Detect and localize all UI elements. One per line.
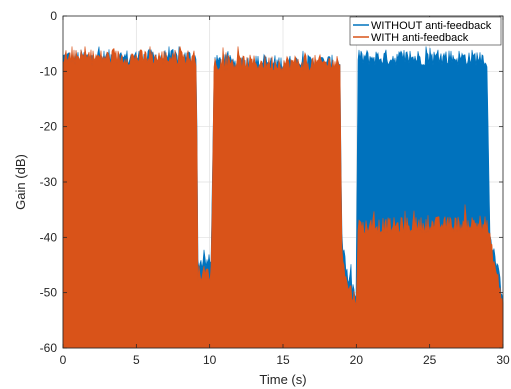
x-tick-label: 20 <box>350 353 364 367</box>
x-tick-label: 0 <box>60 353 67 367</box>
y-tick-label: -10 <box>40 64 58 78</box>
series-area-1 <box>62 46 504 349</box>
legend-box <box>349 16 502 46</box>
y-tick-label: -30 <box>40 175 58 189</box>
x-tick-label: 15 <box>276 353 290 367</box>
x-tick-label: 25 <box>423 353 437 367</box>
y-tick-label: -40 <box>40 230 58 244</box>
legend-label-with: WITH anti-feedback <box>371 32 469 44</box>
legend: WITHOUT anti-feedback WITH anti-feedback <box>349 16 502 46</box>
x-tick-label: 10 <box>203 353 217 367</box>
y-tick-label: -50 <box>40 286 58 300</box>
series-layer <box>62 46 504 349</box>
y-tick-label: 0 <box>50 9 57 23</box>
y-tick-label: -60 <box>40 341 58 355</box>
y-axis-label: Gain (dB) <box>13 154 28 210</box>
legend-label-without: WITHOUT anti-feedback <box>371 20 492 32</box>
x-tick-label: 30 <box>496 353 510 367</box>
x-tick-label: 5 <box>133 353 140 367</box>
ticks: 0 5 10 15 20 25 30 0 -10 -20 -30 -40 -50 -60 <box>40 9 510 367</box>
y-tick-label: -20 <box>40 120 58 134</box>
x-axis-label: Time (s) <box>259 372 306 387</box>
